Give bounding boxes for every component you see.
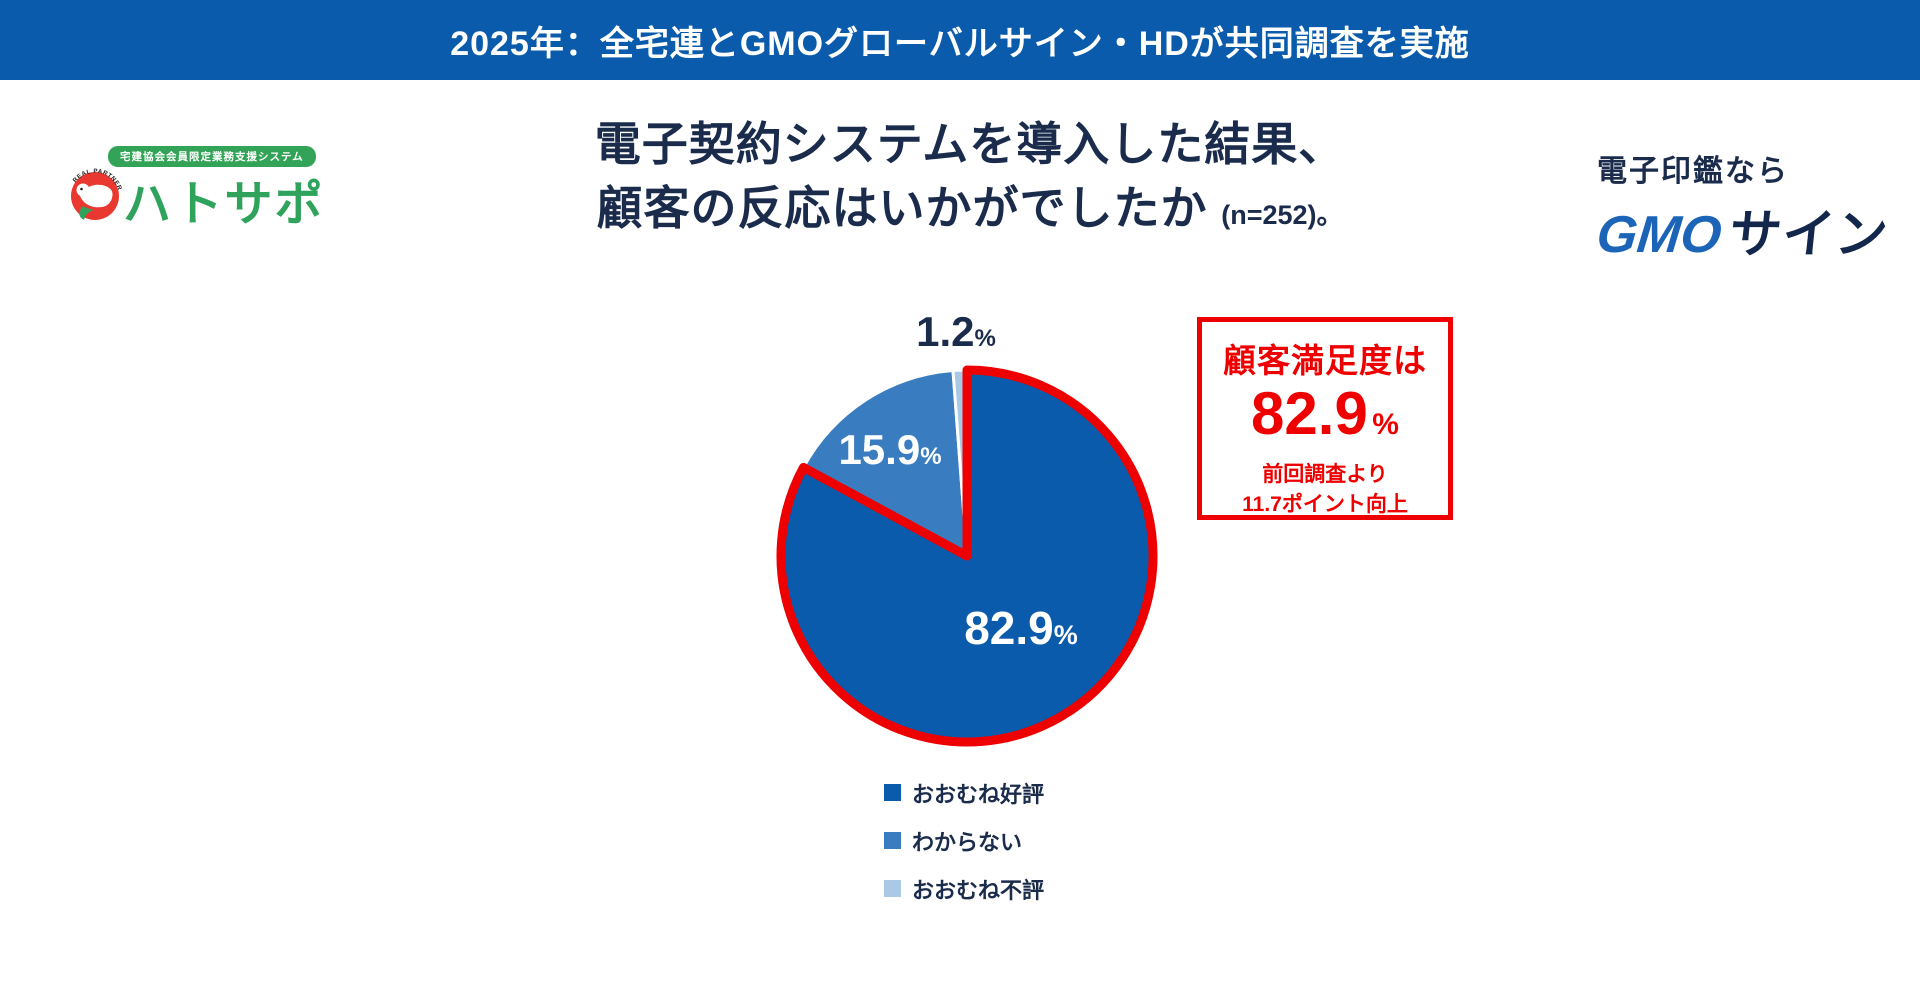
gmosign-sign-part: サイン — [1726, 206, 1892, 264]
page-title-line1: 電子契約システムを導入した結果、 — [594, 118, 1346, 170]
pie-label-good: 82.9% — [964, 602, 1078, 654]
callout-note1: 前回調査より — [1262, 463, 1388, 486]
chart-legend: おおむね好評 わからない おおむね不評 — [884, 782, 1044, 927]
page-title-line2-text: 顧客の反応はいかがでしたか — [596, 182, 1208, 234]
legend-item-good: おおむね好評 — [884, 782, 1044, 807]
pie-chart — [776, 365, 1158, 747]
legend-swatch-unknown — [884, 832, 901, 849]
gmosign-logo: 電子印鑑なら GMO サイン — [1593, 146, 1891, 267]
callout-note2: 11.7ポイント向上 — [1242, 493, 1408, 516]
top-banner: 2025年：全宅連とGMOグローバルサイン・HDが共同調査を実施 — [0, 0, 1920, 80]
hatosapo-wordmark: ハトサポ — [123, 178, 325, 231]
gmosign-lead-text: 電子印鑑なら — [1597, 155, 1789, 188]
legend-item-unknown: わからない — [884, 830, 1044, 855]
hatosapo-bird-icon: REAL PARTNER — [65, 156, 125, 227]
pie-label-unknown: 15.9% — [838, 426, 942, 473]
page-title: 電子契約システムを導入した結果、 顧客の反応はいかがでしたか (n=252)。 — [430, 112, 1510, 247]
pie-slice-わからない — [801, 369, 969, 558]
legend-swatch-good — [884, 784, 901, 801]
page-title-line2: 顧客の反応はいかがでしたか (n=252)。 — [430, 176, 1510, 247]
pie-label-bad: 1.2% — [916, 308, 996, 355]
pie-slice-おおむね好評 — [776, 365, 1158, 747]
pie-chart-area: 82.9% 15.9% 1.2% — [767, 308, 1167, 756]
hatosapo-tagline: 宅建協会会員限定業務支援システム — [108, 146, 316, 167]
callout-heading: 顧客満足度は — [1223, 342, 1427, 379]
satisfaction-callout-box: 顧客満足度は 82.9 % 前回調査より 11.7ポイント向上 — [1197, 317, 1453, 520]
callout-value-row: 82.9 % — [1202, 384, 1448, 460]
gmosign-wordmark: GMO サイン — [1593, 192, 1891, 267]
legend-swatch-bad — [884, 880, 901, 897]
callout-value: 82.9 — [1251, 380, 1368, 447]
legend-item-bad: おおむね不評 — [884, 878, 1044, 903]
banner-title: 2025年：全宅連とGMOグローバルサイン・HDが共同調査を実施 — [450, 24, 1470, 63]
callout-unit: % — [1372, 408, 1399, 441]
gmosign-gmo-part: GMO — [1593, 206, 1725, 264]
hatosapo-logo: 宅建協会会員限定業務支援システム REAL PARTNER ハトサポ — [65, 138, 322, 231]
sample-size-note: (n=252)。 — [1221, 200, 1344, 230]
